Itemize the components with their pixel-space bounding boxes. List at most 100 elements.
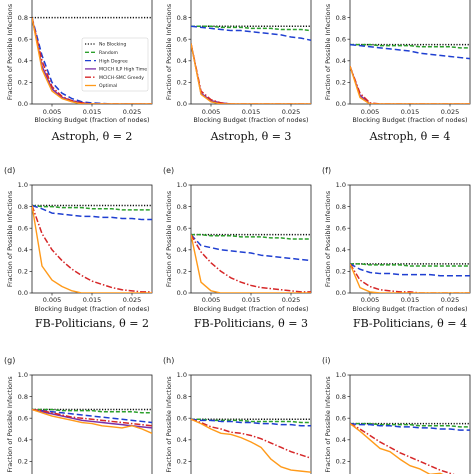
x-tick-label: 0.015	[242, 108, 261, 116]
y-tick-label: 0.0	[18, 100, 28, 108]
y-tick-label: 0.8	[336, 203, 346, 211]
series-line-high-degree	[32, 17, 152, 104]
series-line-optimal	[32, 205, 152, 293]
y-tick-label: 0.6	[18, 414, 28, 422]
x-tick-label: 0.005	[43, 296, 62, 304]
axes-frame	[349, 184, 471, 294]
legend-entry: Optimal	[99, 83, 117, 89]
x-tick-label: 0.025	[441, 296, 460, 304]
panel-caption: Astroph, θ = 2	[51, 130, 133, 143]
panel-caption: Astroph, θ = 4	[369, 130, 451, 143]
y-tick-label: 0.6	[18, 35, 28, 43]
series-line-mcich-smc-greedy	[191, 418, 311, 459]
y-tick-label: 0.8	[18, 14, 28, 22]
axes-frame	[31, 374, 153, 474]
x-tick-label: 0.015	[401, 108, 420, 116]
panel-label: (d)	[4, 166, 15, 175]
series-group	[350, 43, 470, 104]
x-tick-label: 0.025	[123, 296, 142, 304]
y-axis-title: Fraction of Possible Infections	[6, 3, 14, 100]
y-tick-label: 0.4	[177, 57, 187, 65]
x-tick-label: 0.015	[83, 296, 102, 304]
y-axis-title: Fraction of Possible Infections	[165, 376, 173, 473]
series-line-optimal	[350, 65, 470, 104]
y-axis-title: Fraction of Possible Infections	[324, 3, 332, 100]
series-group	[191, 418, 311, 473]
x-tick-label: 0.015	[242, 296, 261, 304]
y-tick-label: 0.4	[336, 246, 346, 254]
x-tick-label: 0.015	[401, 296, 420, 304]
y-tick-label: 0.8	[177, 14, 187, 22]
panel-label: (f)	[322, 166, 331, 175]
y-tick-label: 0.6	[336, 414, 346, 422]
axes-frame	[349, 374, 471, 474]
panel-9: 0.2 0.4 0.6 0.8 1.0 Fraction of Possible Infe…	[322, 356, 471, 474]
series-line-random	[350, 263, 470, 267]
panel-label: (h)	[163, 356, 174, 365]
panel-1: 0.0 0.2 0.4 0.6 0.8 Fraction of Possible Infe…	[6, 0, 153, 124]
series-line-mcich-smc-greedy	[350, 422, 455, 474]
panel-6: 0.0 0.2 0.4 0.6 0.8 1.0 Fraction of Possible I…	[322, 166, 471, 330]
x-tick-label: 0.025	[123, 108, 142, 116]
x-tick-label: 0.015	[83, 108, 102, 116]
y-tick-label: 0.2	[177, 458, 187, 466]
axes-frame	[190, 374, 312, 474]
y-tick-label: 1.0	[177, 181, 187, 189]
panel-7: 0.2 0.4 0.6 0.8 1.0 Fraction of Possible Infe…	[4, 356, 153, 474]
series-line-mcich-smc-greedy	[32, 17, 152, 104]
y-tick-label: 0.0	[336, 289, 346, 297]
x-tick-label: 0.025	[282, 108, 301, 116]
panel-caption: Astroph, θ = 3	[210, 130, 292, 143]
panel-label: (e)	[163, 166, 174, 175]
y-tick-label: 0.8	[336, 393, 346, 401]
y-tick-label: 1.0	[336, 181, 346, 189]
legend-entry: MCICH ILP High Time	[99, 67, 147, 73]
series-group	[32, 204, 152, 293]
y-tick-label: 0.4	[336, 436, 346, 444]
panel-2: 0.0 0.2 0.4 0.6 0.8 Fraction of Possible Infe…	[165, 0, 312, 124]
x-tick-label: 0.025	[282, 296, 301, 304]
series-group	[191, 233, 311, 293]
y-tick-label: 1.0	[18, 371, 28, 379]
y-tick-label: 0.2	[177, 79, 187, 87]
series-line-optimal	[32, 17, 152, 104]
y-tick-label: 0.2	[177, 268, 187, 276]
series-line-mcich-ilp-high-time	[191, 43, 311, 104]
x-tick-label: 0.005	[361, 108, 380, 116]
series-line-high-degree	[350, 263, 470, 277]
panel-caption: FB-Politicians, θ = 3	[194, 317, 308, 330]
y-axis-title: Fraction of Possible Infections	[165, 3, 173, 100]
x-axis-title: Blocking Budget (fraction of nodes)	[193, 305, 308, 313]
x-tick-label: 0.005	[43, 108, 62, 116]
x-axis-title: Blocking Budget (fraction of nodes)	[193, 116, 308, 124]
y-tick-label: 0.2	[336, 268, 346, 276]
y-tick-label: 0.6	[177, 35, 187, 43]
series-line-high-degree	[32, 408, 152, 424]
legend-box	[81, 37, 149, 92]
y-tick-label: 0.4	[177, 246, 187, 254]
series-line-mcich-smc-greedy	[350, 65, 470, 104]
y-axis-title: Fraction of Possible Infections	[6, 376, 14, 473]
y-tick-label: 0.8	[18, 203, 28, 211]
y-tick-label: 0.8	[177, 203, 187, 211]
series-group	[32, 16, 152, 104]
y-axis-title: Fraction of Possible Infections	[6, 190, 14, 287]
series-line-random	[32, 408, 152, 414]
series-line-high-degree	[350, 422, 470, 431]
y-axis-title: Fraction of Possible Infections	[165, 190, 173, 287]
series-line-high-degree	[191, 234, 311, 262]
series-line-mcich-ilp-high-time	[32, 17, 152, 104]
series-line-mcich-smc-greedy	[191, 43, 311, 104]
y-axis-title: Fraction of Possible Infections	[324, 190, 332, 287]
x-tick-label: 0.005	[202, 108, 221, 116]
y-tick-label: 0.0	[177, 289, 187, 297]
series-line-random	[191, 25, 311, 32]
panel-label: (i)	[322, 356, 330, 365]
y-tick-label: 0.4	[177, 436, 187, 444]
y-tick-label: 0.4	[336, 57, 346, 65]
y-tick-label: 0.6	[336, 224, 346, 232]
panel-caption: FB-Politicians, θ = 2	[35, 317, 149, 330]
series-line-random	[191, 233, 311, 240]
y-tick-label: 0.4	[18, 57, 28, 65]
y-tick-label: 0.2	[18, 268, 28, 276]
